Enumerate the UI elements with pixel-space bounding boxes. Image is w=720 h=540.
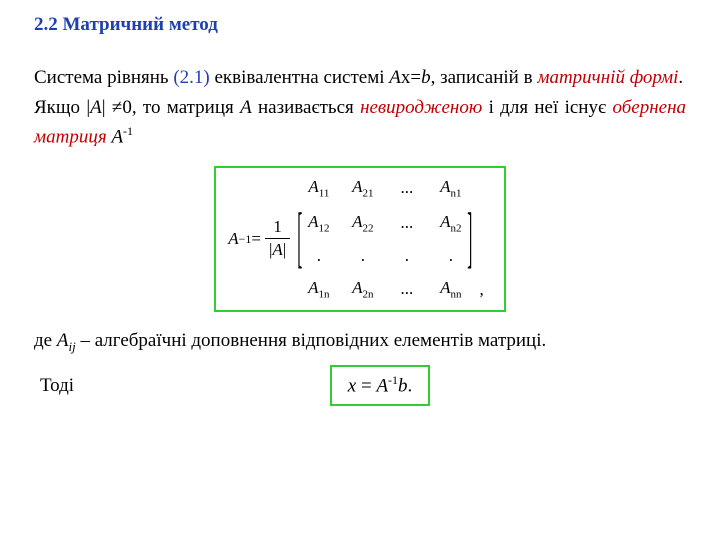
inverse-matrix-formula: A−1 = 1 |A| [ A11 A21 ... An1 A12 A22 ..	[228, 174, 484, 304]
fraction: 1 |A|	[265, 218, 290, 260]
term-nonsingular: невиродженою	[360, 97, 482, 118]
text: | ≠0, то матриця	[102, 97, 240, 118]
text: Якщо |	[34, 97, 90, 118]
matrix-cell: A11	[306, 174, 332, 202]
matrix-cell: A22	[350, 209, 376, 237]
right-bracket-icon: ]	[467, 204, 472, 272]
text: де	[34, 330, 57, 351]
sym: A	[440, 278, 450, 297]
sub: 1n	[319, 289, 330, 301]
var-A: A	[389, 67, 401, 88]
sym: A	[352, 278, 362, 297]
sub: 22	[363, 222, 374, 234]
var-A: A	[376, 375, 388, 396]
sub: 2n	[363, 289, 374, 301]
equals: =	[251, 226, 261, 252]
matrix-cell: .	[306, 243, 332, 269]
var-A: A	[272, 240, 282, 259]
section-heading: 2.2 Матричний метод	[34, 10, 686, 39]
matrix-cell: An2	[438, 209, 464, 237]
dot: .	[408, 375, 413, 396]
text: еквівалентна системі	[210, 67, 390, 88]
sym: A	[308, 177, 318, 196]
superscript: -1	[123, 124, 133, 138]
text: називається	[252, 97, 360, 118]
matrix-cell: .	[350, 243, 376, 269]
matrix-cell: An1	[438, 174, 464, 202]
sub: 12	[319, 222, 330, 234]
sym: A	[352, 177, 362, 196]
matrix-cell: ...	[394, 175, 420, 201]
text: .	[678, 67, 683, 88]
text: x=	[401, 67, 421, 88]
formula-row: A−1 = 1 |A| [ A11 A21 ... An1 A12 A22 ..	[34, 152, 686, 326]
sym: A	[440, 212, 450, 231]
var-A: A	[240, 97, 252, 118]
sym: A	[440, 177, 450, 196]
matrix-cell: A21	[350, 174, 376, 202]
matrix-cell: ...	[394, 210, 420, 236]
var-A: A	[111, 127, 123, 148]
page: 2.2 Матричний метод Система рівнянь (2.1…	[0, 0, 720, 406]
var-b: b	[398, 375, 408, 396]
fraction-num: 1	[269, 218, 286, 239]
sub: nn	[451, 289, 462, 301]
reference-link[interactable]: (2.1)	[173, 67, 209, 88]
subscript: ij	[68, 339, 75, 354]
var-A: A	[90, 97, 102, 118]
text: – алгебраїчні доповнення відповідних еле…	[76, 330, 547, 351]
matrix-cell: ...	[394, 276, 420, 302]
sub: n2	[451, 222, 462, 234]
sub: 11	[319, 187, 330, 199]
var-A: A	[57, 330, 69, 351]
matrix-cell: A12	[306, 209, 332, 237]
superscript: -1	[388, 373, 398, 387]
var-x: x	[348, 375, 356, 396]
sub: 21	[363, 187, 374, 199]
matrix-cell: .	[394, 243, 420, 269]
paragraph-1: Система рівнянь (2.1) еквівалентна систе…	[34, 63, 686, 92]
term-matrix-form: матричній формі	[537, 67, 678, 88]
matrix-cell: Ann	[438, 275, 464, 303]
equals: =	[356, 375, 376, 396]
matrix-cell: A1n	[306, 275, 332, 303]
paragraph-3: де Aij – алгебраїчні доповнення відповід…	[34, 326, 686, 357]
matrix-grid: A11 A21 ... An1 A12 A22 ... An2 . . . . …	[306, 174, 464, 304]
text: і для неї існує	[482, 97, 612, 118]
final-row: Тоді x = A-1b.	[34, 365, 686, 407]
solution-box: x = A-1b.	[330, 365, 431, 407]
sub: n1	[451, 187, 462, 199]
left-bracket-icon: [	[297, 204, 302, 272]
paragraph-2: Якщо |A| ≠0, то матриця A називається не…	[34, 93, 686, 152]
var-b: b	[421, 67, 431, 88]
matrix-cell: .	[438, 243, 464, 269]
comma: ,	[480, 277, 484, 303]
then-label: Тоді	[40, 371, 74, 400]
bar: |	[283, 240, 286, 259]
text: Система рівнянь	[34, 67, 173, 88]
sym: A	[352, 212, 362, 231]
sym: A	[308, 212, 318, 231]
text: , записаній в	[431, 67, 538, 88]
var-A: A	[228, 226, 238, 252]
matrix-cell: A2n	[350, 275, 376, 303]
inverse-matrix-box: A−1 = 1 |A| [ A11 A21 ... An1 A12 A22 ..	[214, 166, 506, 312]
superscript: −1	[239, 230, 252, 249]
fraction-den: |A|	[265, 238, 290, 260]
sym: A	[308, 278, 318, 297]
